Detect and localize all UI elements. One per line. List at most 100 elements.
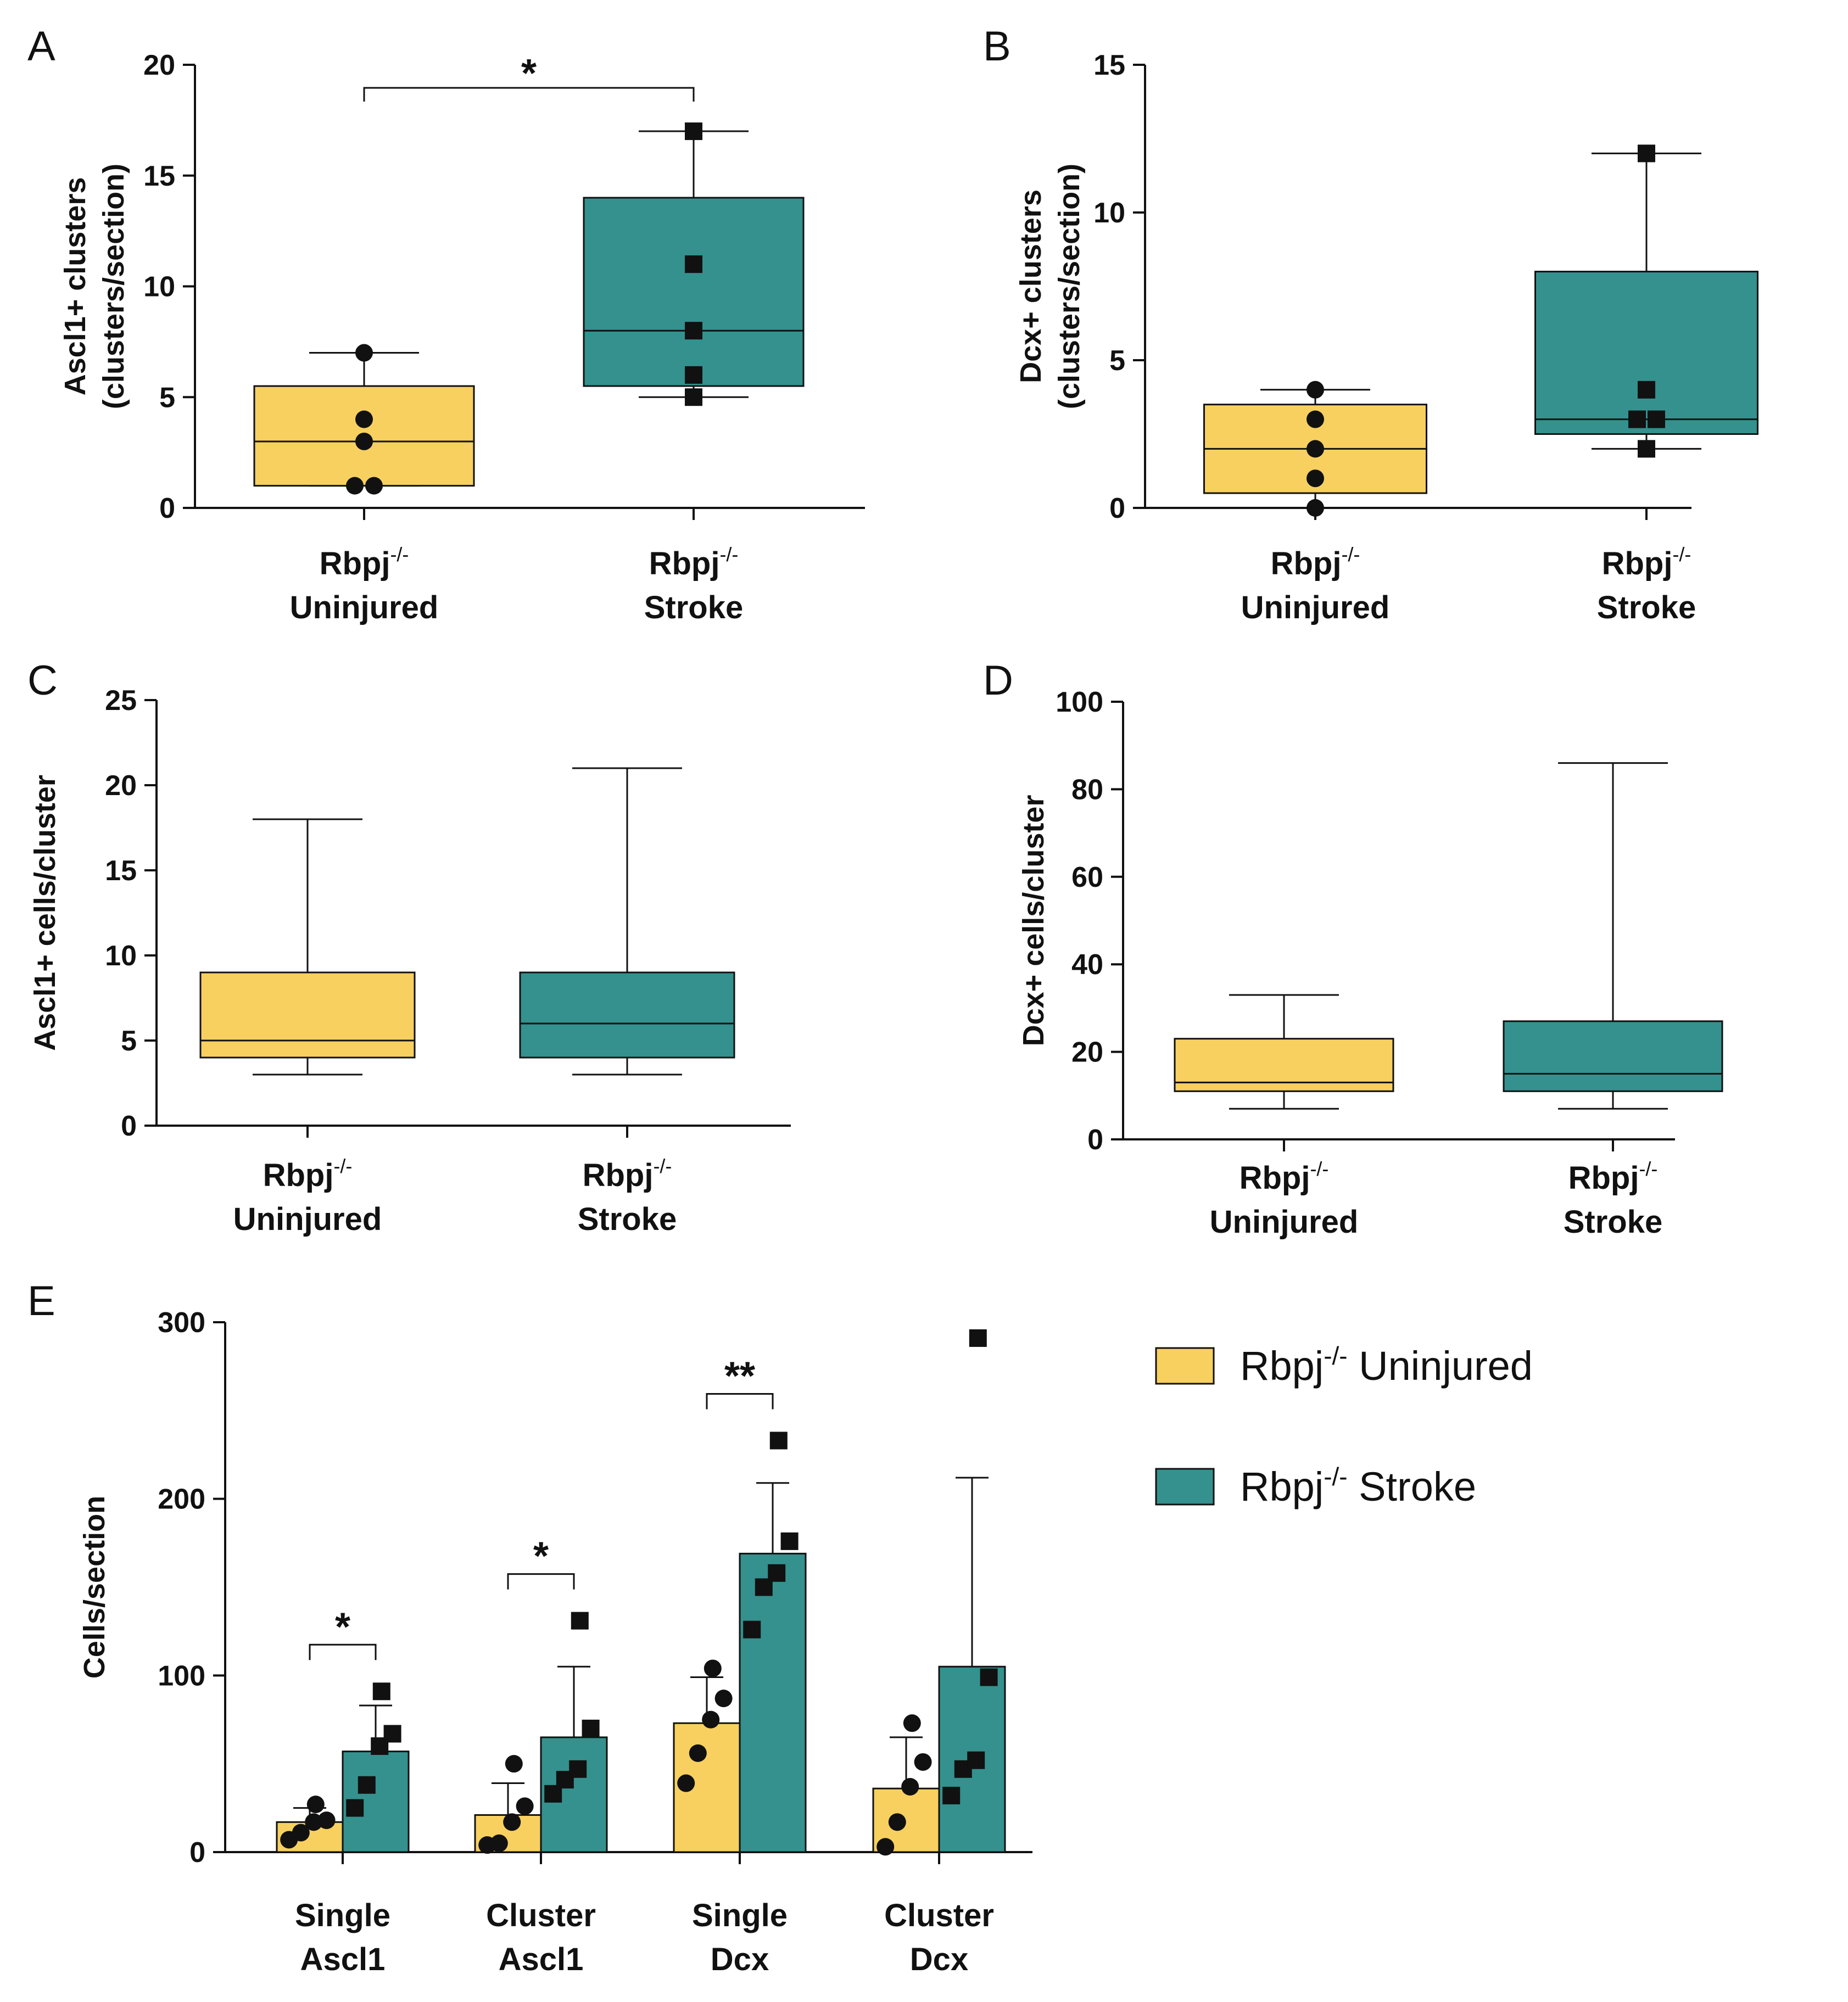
- data-point: [355, 344, 373, 362]
- x-category-label-line2: Uninjured: [1241, 590, 1390, 625]
- data-point: [980, 1668, 998, 1686]
- data-point: [305, 1813, 323, 1831]
- data-point: [372, 1682, 390, 1701]
- y-axis-label: Dcx+ cells/cluster: [1017, 795, 1050, 1047]
- panel-C: C 0 5 10 15 20 25 Ascl1+ cells/cluster Rbpj-/- Un…: [27, 657, 791, 1237]
- y-axis-label: Dcx+ clusters: [1014, 189, 1047, 383]
- box-stroke: [519, 971, 735, 1059]
- box-stroke: [1534, 271, 1758, 435]
- bar-stroke: [739, 1552, 807, 1853]
- legend-swatch-uninjured: [1155, 1347, 1215, 1385]
- x-category-label-line1: Rbpj-/-: [1568, 1157, 1658, 1196]
- y-tick-label: 0: [1087, 1124, 1103, 1156]
- data-point: [1638, 144, 1655, 163]
- x-category-label-line1: Single: [692, 1898, 788, 1933]
- x-category-label-line2: Ascl1: [499, 1942, 584, 1977]
- y-tick-label: 40: [1071, 949, 1103, 981]
- data-point: [914, 1753, 932, 1771]
- data-point: [677, 1774, 695, 1792]
- y-axis-label: Ascl1+ cells/cluster: [29, 775, 62, 1051]
- data-point: [743, 1620, 761, 1638]
- panel-letter-B: B: [983, 23, 1011, 70]
- data-point: [306, 1796, 325, 1814]
- box-stroke: [1503, 1020, 1723, 1092]
- y-axis-label-2: (clusters/section): [97, 164, 130, 409]
- data-point: [1307, 499, 1324, 517]
- x-category-label-line1: Rbpj-/-: [1271, 543, 1360, 581]
- data-point: [685, 388, 702, 406]
- x-category-label-line1: Cluster: [884, 1898, 994, 1933]
- y-tick-label: 15: [143, 160, 175, 192]
- significance-bracket: [706, 1393, 774, 1410]
- x-category-label-line2: Dcx: [910, 1942, 968, 1977]
- panel-letter-C: C: [27, 657, 58, 704]
- y-tick-label: 0: [159, 493, 175, 524]
- x-category-label-line2: Stroke: [578, 1201, 677, 1237]
- data-point: [1307, 440, 1324, 458]
- data-point: [780, 1532, 799, 1550]
- significance-label: *: [533, 1535, 549, 1579]
- data-point: [704, 1659, 722, 1677]
- x-category-label-line2: Ascl1: [300, 1942, 386, 1977]
- y-axis-label: Ascl1+ clusters: [59, 177, 92, 396]
- panel-E: E 0 100 200 300 Cells/section Single Ascl1 Clust…: [27, 1278, 1032, 1977]
- data-point: [355, 410, 373, 428]
- data-point: [1638, 440, 1655, 458]
- significance-label: *: [521, 52, 537, 96]
- y-tick-label: 5: [159, 382, 175, 413]
- significance-bracket: [507, 1573, 575, 1590]
- x-category-label-line1: Rbpj-/-: [1602, 543, 1691, 581]
- data-point: [292, 1824, 310, 1842]
- legend: Rbpj-/- Uninjured Rbpj-/- Stroke: [1155, 1341, 1533, 1509]
- legend-label-uninjured: Rbpj-/- Uninjured: [1240, 1341, 1533, 1389]
- data-point: [505, 1755, 523, 1773]
- y-tick-label: 0: [189, 1837, 205, 1869]
- data-point: [1648, 410, 1665, 428]
- box-uninjured: [253, 385, 475, 487]
- y-tick-label: 20: [1071, 1037, 1103, 1069]
- panel-A: A 0 5 10 15 20 Ascl1+ clusters (clusters/sectio…: [27, 23, 865, 625]
- x-category-label-line2: Uninjured: [233, 1201, 382, 1237]
- data-point: [903, 1714, 921, 1732]
- data-point: [685, 322, 702, 340]
- y-tick-label: 200: [158, 1484, 205, 1516]
- data-point: [714, 1690, 733, 1708]
- data-point: [358, 1776, 376, 1794]
- y-axis-label-2: (clusters/section): [1053, 164, 1086, 409]
- data-point: [967, 1751, 985, 1769]
- data-point: [383, 1725, 401, 1743]
- y-tick-label: 60: [1071, 862, 1103, 893]
- y-tick-label: 100: [158, 1660, 205, 1692]
- data-point: [503, 1813, 521, 1831]
- data-point: [365, 477, 383, 495]
- y-tick-label: 10: [143, 271, 175, 303]
- data-point: [516, 1797, 534, 1815]
- data-point: [969, 1329, 987, 1347]
- data-point: [769, 1431, 788, 1450]
- data-point: [1307, 410, 1324, 428]
- x-category-label-line1: Rbpj-/-: [583, 1155, 672, 1193]
- data-point: [685, 255, 702, 273]
- significance-bracket: [309, 1643, 377, 1660]
- y-tick-label: 300: [158, 1307, 205, 1339]
- data-point: [355, 432, 373, 450]
- y-tick-label: 5: [1109, 345, 1125, 377]
- y-tick-label: 10: [1093, 197, 1125, 229]
- data-point: [317, 1811, 336, 1830]
- x-category-label-line2: Stroke: [644, 590, 744, 625]
- data-point: [571, 1612, 589, 1630]
- data-point: [1638, 381, 1655, 399]
- significance-label: *: [335, 1605, 350, 1649]
- x-category-label-line1: Rbpj-/-: [1240, 1157, 1329, 1196]
- y-tick-label: 100: [1056, 686, 1103, 718]
- y-axis-label: Cells/section: [78, 1496, 111, 1679]
- data-point: [1628, 410, 1646, 428]
- data-point: [490, 1834, 508, 1852]
- x-category-label-line1: Rbpj-/-: [263, 1155, 353, 1193]
- significance-label: **: [724, 1355, 755, 1399]
- data-point: [685, 122, 702, 141]
- y-tick-label: 15: [1093, 49, 1125, 81]
- data-point: [942, 1787, 961, 1805]
- x-category-label-line1: Rbpj-/-: [649, 543, 739, 581]
